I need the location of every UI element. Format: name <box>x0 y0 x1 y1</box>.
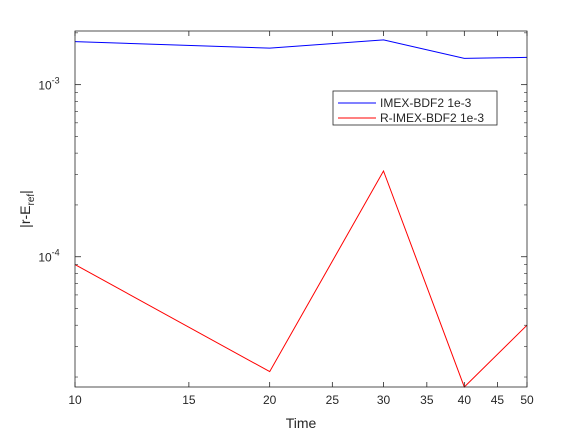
x-tick-label: 10 <box>68 393 82 407</box>
y-tick-label: 10-3 <box>38 76 59 93</box>
x-tick-label: 20 <box>263 393 277 407</box>
legend-label-2: R-IMEX-BDF2 1e-3 <box>380 111 484 125</box>
x-tick-label: 30 <box>377 393 391 407</box>
x-tick-label: 45 <box>491 393 505 407</box>
x-tick-label: 35 <box>420 393 434 407</box>
plot-box <box>74 30 528 388</box>
y-axis-label-end: | <box>17 190 33 194</box>
x-tick-label: 15 <box>182 393 196 407</box>
series-line-2 <box>74 169 528 388</box>
legend-label-1: IMEX-BDF2 1e-3 <box>380 96 472 110</box>
plot-area <box>75 31 527 387</box>
y-axis-label-subscript: ref <box>26 194 37 206</box>
legend-box <box>332 90 498 126</box>
x-axis-ticks: 10 15 20 25 30 35 40 45 50 <box>68 31 534 407</box>
y-axis-label: |r-Eref| <box>17 190 37 228</box>
series-layer <box>74 39 528 388</box>
x-tick-label: 40 <box>458 393 472 407</box>
y-tick-label: 10-4 <box>38 248 59 265</box>
y-axis-ticks: 10-4 10-3 <box>38 32 527 378</box>
legend: IMEX-BDF2 1e-3R-IMEX-BDF2 1e-3 <box>332 90 498 126</box>
x-tick-label: 25 <box>326 393 340 407</box>
x-axis-label: Time <box>286 415 317 431</box>
x-tick-label: 50 <box>520 393 534 407</box>
series-line-1 <box>74 39 528 59</box>
